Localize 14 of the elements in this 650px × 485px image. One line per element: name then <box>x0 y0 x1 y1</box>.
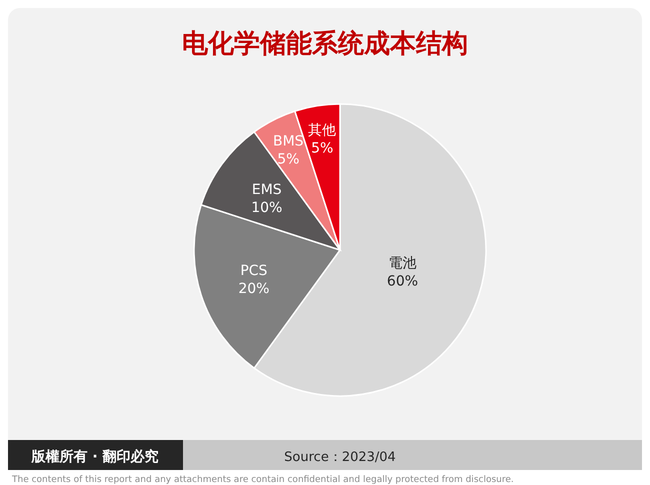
text: 版權所有 · 翻印必究 <box>30 448 159 465</box>
slice-label: BMS <box>273 134 304 150</box>
text: The contents of this report and any attachments are contain confidential and legally protected from disclosure. <box>11 475 514 485</box>
slice-label: EMS <box>252 182 282 198</box>
slice-label: 其他 <box>308 122 336 139</box>
slice-label: PCS <box>240 262 268 279</box>
data-label: 10% <box>251 200 282 216</box>
data-label: 5% <box>277 152 300 168</box>
data-label: 60% <box>386 273 418 290</box>
slice-label: 電池 <box>388 255 416 272</box>
source-note: Source：2023/04 <box>284 450 396 465</box>
data-label: 20% <box>238 280 270 297</box>
data-label: 5% <box>311 140 334 157</box>
chart-title: 电化学储能系统成本结构 <box>182 29 468 59</box>
